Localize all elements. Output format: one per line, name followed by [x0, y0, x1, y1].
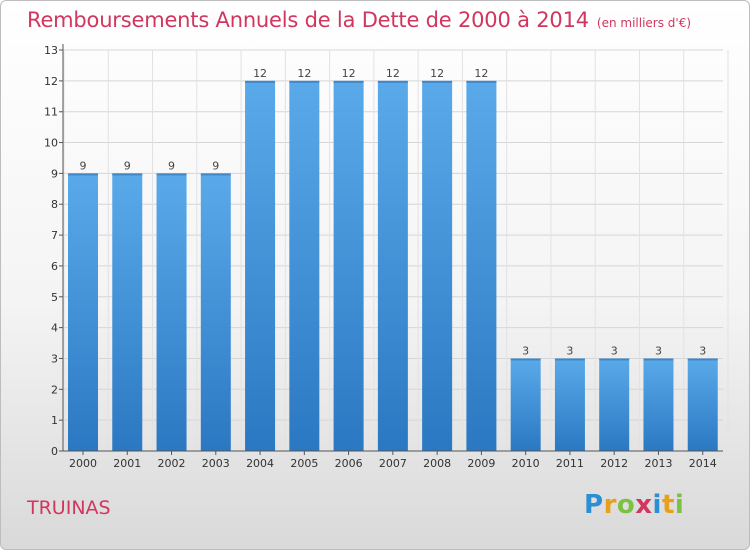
bar-2010	[510, 358, 541, 451]
data-label-2010: 3	[522, 344, 529, 357]
data-label-2000: 9	[80, 159, 87, 172]
data-label-2006: 12	[342, 67, 356, 80]
bar-top-edge	[554, 358, 585, 361]
bar-top-edge	[68, 173, 98, 176]
bar-top-edge	[112, 173, 143, 176]
data-label-2002: 9	[168, 159, 175, 172]
unit-note: (en milliers d'€)	[596, 16, 692, 30]
bar-top-edge	[466, 80, 497, 83]
bar-top-edge	[643, 358, 674, 361]
x-tick-label-2009: 2009	[467, 457, 495, 470]
bar-2001	[112, 173, 143, 451]
x-tick-label-2011: 2011	[556, 457, 584, 470]
x-tick-label-2006: 2006	[335, 457, 363, 470]
data-label-2011: 3	[566, 344, 573, 357]
bar-top-edge	[289, 80, 320, 83]
x-tick-label-2002: 2002	[158, 457, 186, 470]
data-label-2003: 9	[212, 159, 219, 172]
data-label-2007: 12	[386, 67, 400, 80]
y-tick-label: 11	[44, 106, 58, 119]
bar-2011	[554, 358, 585, 451]
bar-top-edge	[156, 173, 187, 176]
y-tick-label: 4	[51, 322, 58, 335]
proxiti-logo: Proxiti	[584, 490, 685, 520]
bar-2004	[245, 80, 276, 451]
x-tick-label-2007: 2007	[379, 457, 407, 470]
x-tick-label-2000: 2000	[69, 457, 97, 470]
x-tick-label-2010: 2010	[512, 457, 540, 470]
y-tick-label: 12	[44, 75, 58, 88]
data-label-2012: 3	[611, 344, 618, 357]
data-label-2014: 3	[699, 344, 706, 357]
x-tick-label-2008: 2008	[423, 457, 451, 470]
x-tick-label-2003: 2003	[202, 457, 230, 470]
commune-name: TRUINAS	[27, 497, 111, 519]
bar-2012	[599, 358, 630, 451]
bar-2000	[68, 173, 98, 451]
y-tick-label: 3	[51, 352, 58, 365]
bar-top-edge	[510, 358, 541, 361]
y-tick-label: 2	[51, 383, 58, 396]
bar-2007	[377, 80, 408, 451]
bar-top-edge	[422, 80, 453, 83]
x-tick-label-2001: 2001	[113, 457, 141, 470]
data-label-2013: 3	[655, 344, 662, 357]
bar-2003	[200, 173, 231, 451]
data-label-2005: 12	[297, 67, 311, 80]
x-tick-label-2014: 2014	[689, 457, 717, 470]
bar-top-edge	[245, 80, 276, 83]
x-tick-label-2004: 2004	[246, 457, 274, 470]
bar-2005	[289, 80, 320, 451]
y-tick-label: 5	[51, 291, 58, 304]
bar-top-edge	[377, 80, 408, 83]
bar-2009	[466, 80, 497, 451]
bars	[68, 80, 718, 451]
bar-top-edge	[333, 80, 364, 83]
bar-2008	[422, 80, 453, 451]
x-tick-label-2012: 2012	[600, 457, 628, 470]
y-tick-label: 13	[44, 44, 58, 57]
chart-title: Remboursements Annuels de la Dette de 20…	[27, 8, 691, 32]
y-tick-label: 1	[51, 414, 58, 427]
bar-top-edge	[599, 358, 630, 361]
y-tick-label: 9	[51, 167, 58, 180]
bar-2002	[156, 173, 187, 451]
y-tick-label: 8	[51, 198, 58, 211]
data-label-2008: 12	[430, 67, 444, 80]
data-label-2004: 12	[253, 67, 267, 80]
y-tick-label: 0	[51, 445, 58, 458]
bar-top-edge	[687, 358, 718, 361]
data-label-2009: 12	[474, 67, 488, 80]
bar-2013	[643, 358, 674, 451]
x-tick-label-2005: 2005	[290, 457, 318, 470]
chart-title-text: Remboursements Annuels de la Dette de 20…	[27, 8, 589, 32]
bar-2014	[687, 358, 718, 451]
data-label-2001: 9	[124, 159, 131, 172]
labels: 0123456789101112139200092001920029200312…	[44, 44, 717, 470]
x-tick-label-2013: 2013	[644, 457, 672, 470]
y-tick-label: 7	[51, 229, 58, 242]
y-tick-label: 6	[51, 260, 58, 273]
y-tick-label: 10	[44, 137, 58, 150]
bar-2006	[333, 80, 364, 451]
axes	[59, 44, 723, 455]
bar-top-edge	[200, 173, 231, 176]
